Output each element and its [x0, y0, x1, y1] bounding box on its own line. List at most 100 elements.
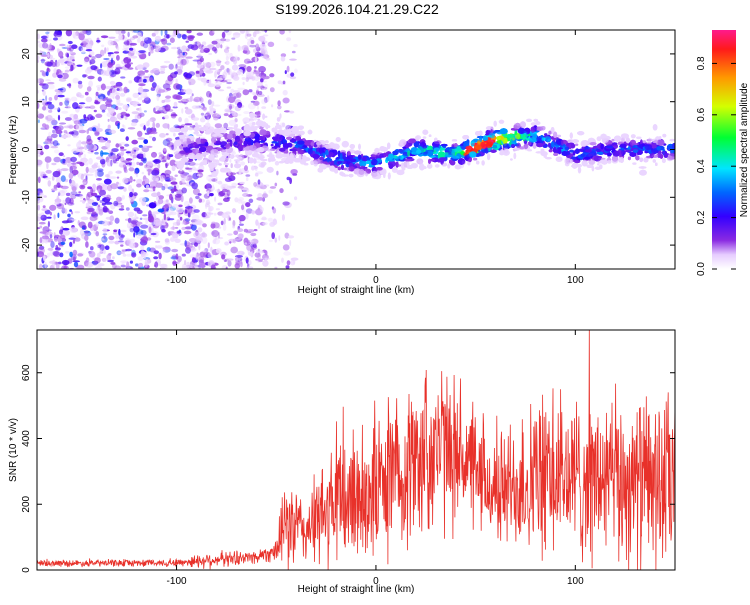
spectrogram-cell: [230, 163, 233, 169]
spectrogram-cell: [215, 80, 218, 83]
spectrogram-cell: [109, 70, 117, 78]
spectrogram-cell: [37, 55, 40, 61]
spectrogram-cell: [213, 212, 217, 216]
spectrogram-cell: [185, 242, 193, 249]
spectrogram-cell: [120, 260, 128, 264]
spectrogram-cell: [39, 83, 46, 86]
spectrogram-cell: [192, 188, 200, 196]
spectrogram-cell: [164, 30, 168, 35]
spectrogram-cell: [124, 143, 130, 147]
spectrogram-cell: [258, 66, 266, 73]
spectrogram-cell: [195, 70, 200, 74]
spectrogram-cell: [206, 248, 210, 252]
spectrogram-cell: [77, 253, 84, 257]
spectrogram-cell: [233, 90, 241, 93]
spectrogram-cell: [58, 122, 67, 125]
spectrogram-cell: [135, 263, 139, 267]
spectrogram-cell: [223, 122, 229, 129]
spectrogram-cell: [221, 254, 226, 260]
spectrogram-cell: [181, 226, 187, 231]
spectrogram-cell: [240, 161, 246, 166]
spectrogram-cell: [142, 214, 148, 217]
spectrogram-cell: [205, 111, 210, 119]
spectrogram-cell: [181, 253, 186, 257]
spectrogram-cell: [156, 93, 161, 97]
spectrogram-cell: [123, 124, 126, 130]
spectrogram-cell: [81, 141, 88, 145]
spectrogram-cell: [37, 119, 40, 124]
spectrogram-cell: [185, 97, 193, 103]
spectrogram-cell: [64, 45, 71, 49]
spectrogram-cell: [172, 261, 179, 265]
spectrogram-cell: [254, 30, 260, 35]
spectrogram-cell: [192, 117, 200, 121]
spectrogram-cell: [224, 241, 230, 246]
spectrogram-cell: [257, 72, 261, 80]
spectrogram-cell: [254, 101, 259, 107]
spectrogram-cell: [153, 256, 159, 260]
spectrogram-cell: [46, 114, 53, 122]
spectrogram-cell: [55, 126, 62, 133]
spectrogram-cell: [84, 162, 89, 166]
spectrogram-cell: [224, 108, 232, 113]
spectrogram-cell: [120, 205, 124, 209]
spectrogram-cell: [172, 225, 175, 231]
spectrogram-cell: [55, 263, 60, 269]
spectrogram-cell: [69, 68, 72, 72]
spectrogram-cell: [192, 59, 201, 62]
spectrogram-cell: [103, 249, 106, 255]
spectrogram-cell: [241, 204, 245, 211]
spectrogram-cell: [95, 207, 104, 215]
spectrogram-cell: [49, 143, 54, 146]
spectrogram-cell: [160, 66, 166, 73]
spectrogram-cell: [126, 98, 131, 101]
spectrogram-cell: [159, 133, 166, 138]
spectrogram-cell: [169, 37, 175, 43]
spectrogram-cell: [120, 146, 125, 150]
spectrogram-cell: [133, 30, 140, 33]
spectrogram-cell: [53, 68, 58, 74]
spectrogram-cell: [148, 226, 152, 234]
spectrogram-cell: [108, 170, 113, 175]
spectrogram-cell: [120, 76, 126, 79]
spectrogram-cell: [97, 165, 100, 169]
spectrogram-cell: [119, 197, 123, 202]
spectrogram-cell: [227, 104, 235, 109]
spectrogram-cell: [142, 42, 149, 49]
spectrogram-cell: [245, 257, 249, 264]
spectrogram-cell: [213, 104, 221, 107]
spectrogram-cell: [256, 257, 263, 263]
spectrogram-cell: [133, 149, 137, 152]
spectrogram-cell: [274, 237, 278, 243]
spectrogram-cell: [204, 183, 212, 190]
spectrogram-cell: [184, 209, 188, 214]
spectrogram-cell: [42, 205, 46, 209]
spectrogram-cell: [37, 78, 40, 84]
spectrogram-cell: [150, 46, 155, 51]
spectrogram-cell: [152, 136, 156, 142]
spectrogram-cell: [195, 195, 200, 200]
spectrogram-cell: [99, 249, 103, 254]
spectrogram-cell: [237, 228, 244, 233]
spectrogram-cell: [72, 59, 75, 62]
spectrogram-cell: [192, 257, 195, 262]
spectrogram-cell: [282, 201, 290, 206]
spectrogram-cell: [125, 113, 130, 117]
spectrogram-cell: [261, 87, 266, 90]
spectrogram-cell: [141, 88, 150, 93]
spectrogram-cell: [60, 62, 68, 66]
spectrogram-cell: [55, 176, 62, 184]
spectrogram-cell: [109, 215, 115, 222]
spectrogram-cell: [98, 220, 105, 225]
spectrogram-cell: [229, 105, 233, 109]
spectrogram-cell: [38, 154, 41, 157]
spectrogram-cell: [73, 261, 79, 268]
spectrogram-cell: [278, 235, 281, 241]
spectrogram-cell: [262, 193, 269, 199]
spectrogram-cell: [66, 219, 73, 224]
spectrogram-cell: [135, 32, 142, 39]
spectrogram-cell: [188, 208, 196, 215]
spectrogram-cell: [229, 103, 232, 111]
spectrogram-cell: [247, 102, 256, 110]
spectrogram-cell: [67, 144, 71, 147]
